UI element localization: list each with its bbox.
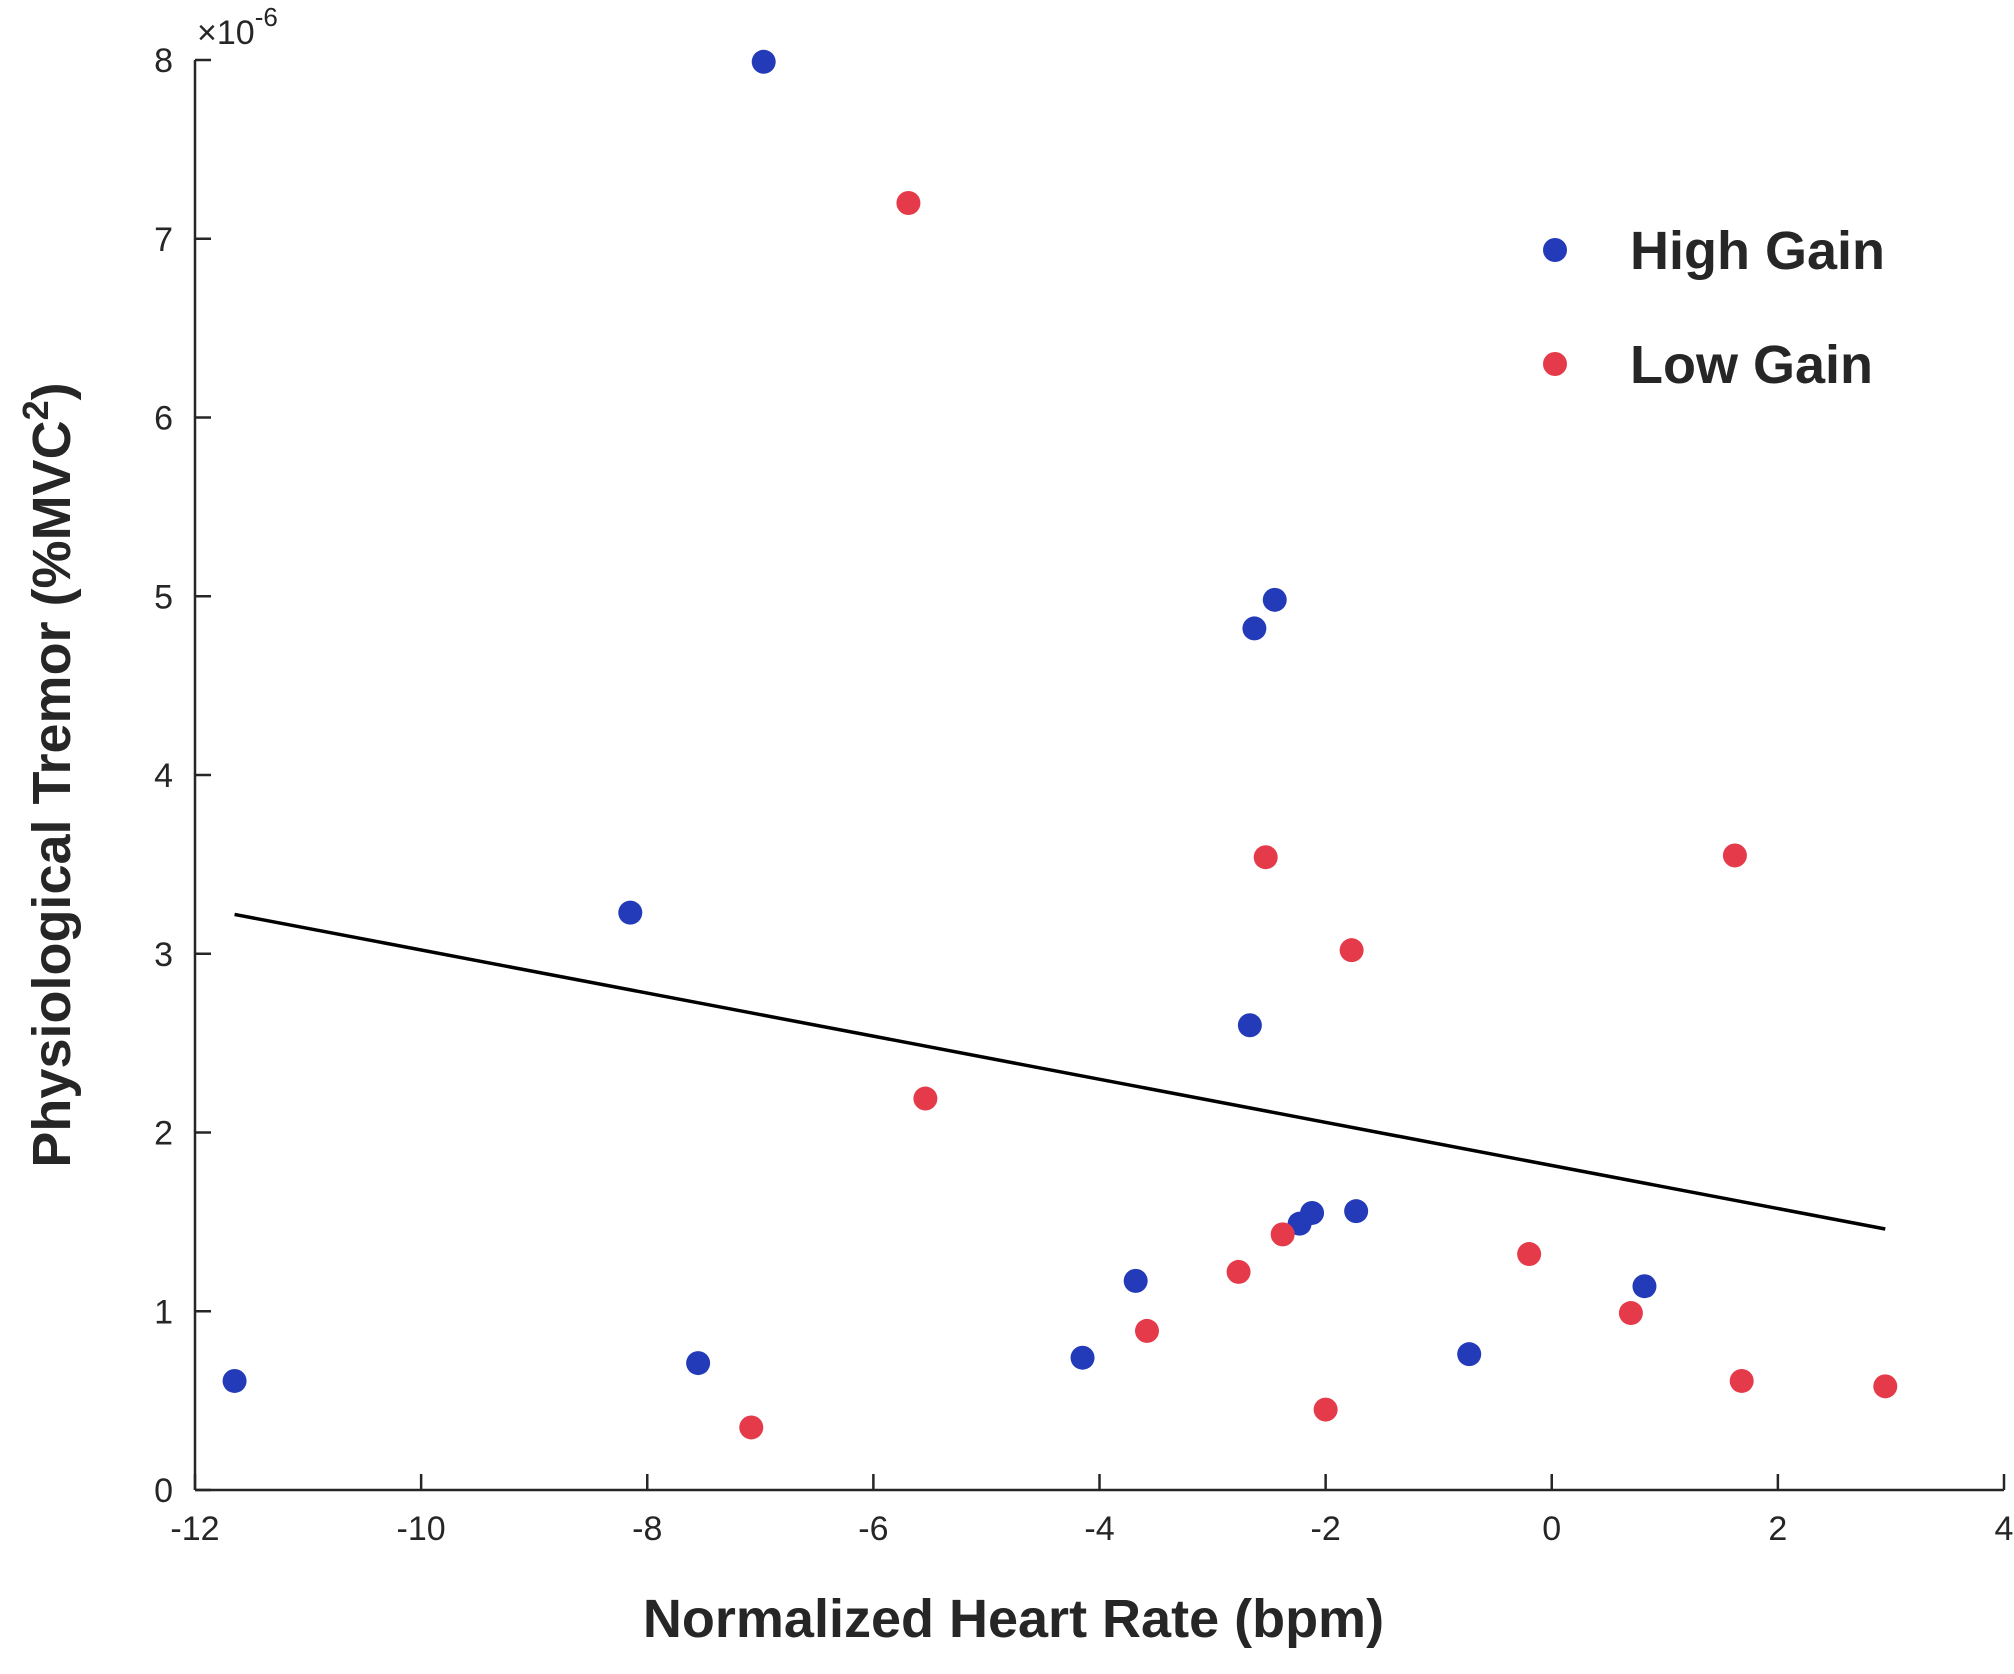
low-gain-point [1226,1259,1251,1284]
low-gain-point [1517,1242,1542,1267]
x-tick-label: 2 [1768,1510,1787,1548]
y-tick-label: 1 [154,1293,173,1331]
low-gain-point [1313,1397,1338,1422]
x-tick-label: 0 [1542,1510,1561,1548]
y-axis-title-close: ) [22,382,82,400]
high-gain-point [1300,1200,1325,1225]
y-axis-multiplier: ×10-6 [197,2,278,52]
high-gain-point [751,49,776,74]
legend: High Gain Low Gain [1543,221,1885,395]
high-gain-point [1632,1274,1657,1299]
low-gain-point [1722,843,1747,868]
x-tick-label: -8 [632,1510,662,1548]
y-axis-title-main: Physiological Tremor (%MVC [22,420,82,1167]
high-gain-point [1123,1268,1148,1293]
high-gain-point [1070,1345,1095,1370]
low-gain-point [1134,1318,1159,1343]
high-gain-point [1237,1013,1262,1038]
x-tick-label: 4 [1995,1510,2014,1548]
y-tick-label: 2 [154,1115,173,1153]
y-tick-label: 4 [154,757,173,795]
y-tick-label: 7 [154,221,173,259]
legend-marker-high-gain [1543,238,1567,262]
high-gain-point [686,1351,711,1376]
high-gain-point [1242,616,1267,641]
x-tick-label: -6 [858,1510,888,1548]
low-gain-point [739,1415,764,1440]
low-gain-point [896,191,921,215]
high-gain-point [222,1368,247,1393]
low-gain-point [913,1086,938,1111]
data-points [222,49,1898,1440]
regression-line [234,912,1886,1231]
y-axis-title-superscript: 2 [15,400,56,420]
low-gain-point [1339,938,1364,963]
low-gain-point [1253,845,1278,870]
axis-labels: Normalized Heart Rate (bpm) Physiological… [15,382,1384,1649]
low-gain-point [1270,1222,1295,1247]
legend-label-low-gain: Low Gain [1630,335,1873,395]
high-gain-point [618,900,643,925]
legend-label-high-gain: High Gain [1630,221,1885,281]
x-tick-label: -4 [1084,1510,1114,1548]
y-tick-label: 3 [154,936,173,974]
y-tick-label: 8 [154,42,173,80]
x-tick-label: -12 [170,1510,219,1548]
y-tick-label: 5 [154,578,173,616]
fit-line-layer [234,912,1886,1231]
y-axis-multiplier-base: ×10 [197,14,255,52]
legend-marker-low-gain [1543,352,1567,376]
x-tick-label: -2 [1311,1510,1341,1548]
low-gain-point [1618,1301,1643,1326]
high-gain-point [1457,1342,1482,1367]
y-tick-label: 0 [154,1472,173,1510]
high-gain-point [1262,587,1287,612]
y-axis-multiplier-exponent: -6 [255,2,278,32]
y-tick-label: 6 [154,400,173,438]
x-tick-label: -10 [397,1510,446,1548]
high-gain-point [1344,1199,1369,1224]
low-gain-point [1729,1368,1754,1393]
low-gain-point [1873,1374,1898,1399]
x-axis-title: Normalized Heart Rate (bpm) [643,1589,1384,1649]
y-axis-title: Physiological Tremor (%MVC2) [15,382,82,1167]
